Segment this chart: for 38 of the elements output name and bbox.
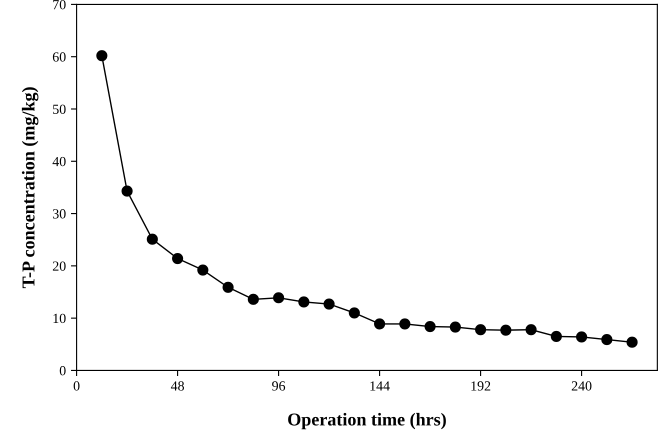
point	[475, 324, 486, 336]
point	[146, 234, 158, 245]
point	[348, 307, 360, 318]
point	[500, 324, 512, 336]
point	[172, 252, 184, 264]
point	[324, 298, 335, 310]
x-tick-label: 192	[471, 381, 490, 391]
x-axis-title: Operation time (hrs)	[288, 412, 446, 430]
point	[298, 296, 310, 308]
point	[399, 318, 410, 330]
point	[526, 324, 537, 336]
point	[626, 336, 638, 348]
y-tick-label: 50	[53, 104, 66, 114]
point	[197, 264, 208, 276]
point	[450, 321, 461, 333]
y-tick-label: 0	[60, 366, 66, 376]
point	[96, 50, 108, 62]
y-tick-label: 20	[52, 261, 66, 271]
point	[601, 334, 612, 346]
y-tick-label: 40	[52, 156, 66, 166]
point	[576, 331, 588, 343]
y-tick-label: 60	[52, 52, 66, 62]
y-tick-label: 30	[52, 209, 66, 219]
x-tick-label: 48	[170, 381, 184, 391]
point	[222, 282, 234, 293]
x-tick-label: 240	[572, 381, 592, 391]
x-tick-label: 144	[370, 381, 390, 390]
x-tick-label: 96	[272, 381, 286, 391]
point	[424, 320, 436, 332]
point	[374, 318, 386, 330]
y-tick-label: 10	[54, 314, 66, 324]
y-tick-label: 70	[53, 0, 66, 10]
point	[550, 330, 562, 342]
x-tick-label: 0	[74, 381, 80, 391]
point	[248, 294, 259, 305]
point	[273, 292, 284, 304]
y-axis-title: T-P concentration (mg/kg)	[22, 87, 38, 288]
point	[122, 186, 133, 197]
